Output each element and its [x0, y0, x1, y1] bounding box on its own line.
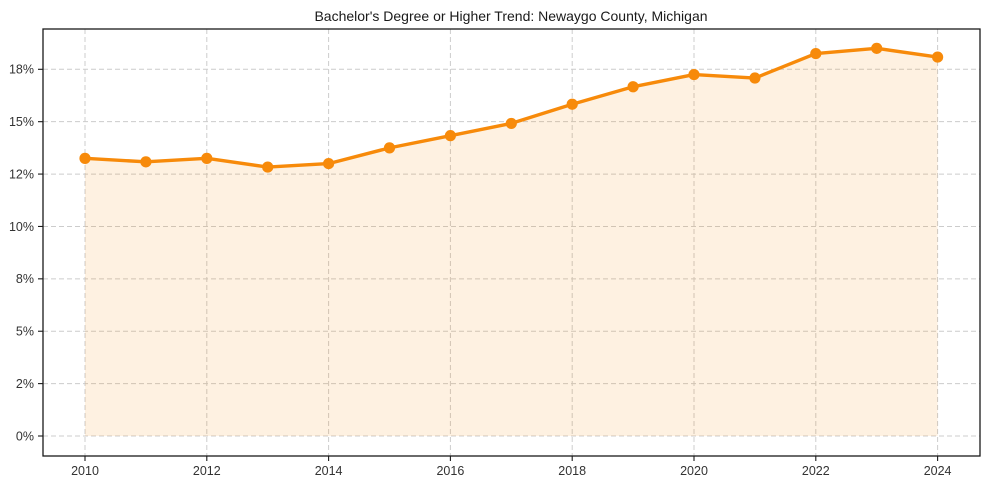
data-point-2017	[505, 117, 517, 130]
data-point-2015	[383, 142, 396, 154]
data-point-2023	[871, 42, 883, 54]
x-tick-label: 2024	[924, 464, 952, 478]
y-tick-label: 2%	[16, 377, 34, 391]
data-point-2020	[688, 68, 700, 81]
data-point-2013	[262, 161, 274, 173]
x-tick-label: 2010	[71, 464, 99, 478]
y-tick-label: 15%	[9, 115, 34, 129]
y-tick-label: 10%	[9, 220, 34, 234]
data-point-2014	[323, 157, 335, 170]
x-tick-label: 2022	[802, 464, 830, 478]
area-fill-layer	[85, 48, 938, 437]
data-point-2010	[79, 152, 91, 164]
data-point-2011	[140, 156, 152, 168]
grid-layer	[43, 29, 980, 456]
y-tick-label: 12%	[9, 167, 34, 181]
data-point-2016	[444, 130, 456, 142]
data-point-2019	[627, 81, 639, 93]
x-tick-label: 2014	[315, 464, 343, 478]
x-tick-label: 2016	[436, 464, 464, 478]
x-tick-label: 2012	[193, 464, 221, 478]
axes-layer	[38, 28, 981, 461]
y-tick-label: 8%	[16, 272, 34, 286]
data-point-2018	[566, 98, 578, 110]
data-point-2022	[810, 47, 822, 60]
plot-border	[42, 28, 981, 457]
x-tick-label: 2020	[680, 464, 708, 478]
chart-title: Bachelor's Degree or Higher Trend: Neway…	[314, 8, 707, 24]
x-tick-label: 2018	[558, 464, 586, 478]
data-point-layer	[79, 42, 944, 173]
y-tick-label: 18%	[9, 63, 34, 77]
y-tick-label: 0%	[16, 429, 34, 443]
data-point-2012	[201, 152, 213, 164]
y-tick-label: 5%	[16, 325, 34, 339]
area-fill	[85, 48, 938, 437]
data-point-2024	[932, 51, 944, 63]
data-point-2021	[749, 72, 761, 84]
axis-label-layer: 0% 2% 5% 8% 10% 12% 15% 18% 2010 2012 2014 2016 2018…	[9, 63, 952, 478]
